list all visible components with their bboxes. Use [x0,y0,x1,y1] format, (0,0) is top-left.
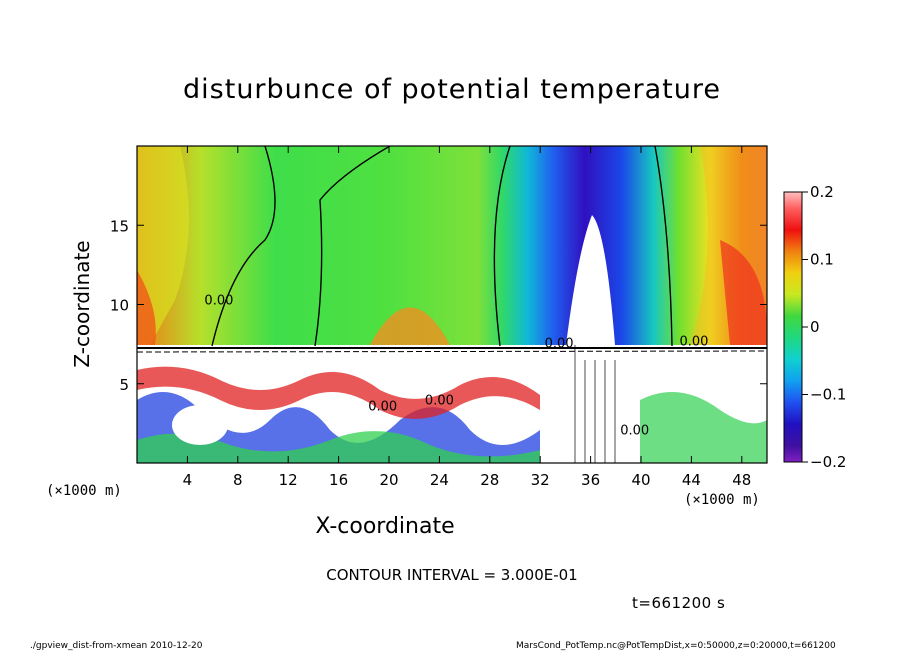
interface-dashed [137,350,767,353]
zero-contour-1 [211,146,276,347]
cold-plume-core [566,215,615,345]
warm-core-right [720,240,767,345]
colorbar [783,191,803,463]
warm-bump-center [370,307,450,345]
y-tick-label: 10 [110,297,129,315]
x-tick-label: 24 [430,471,449,489]
contour-interval: CONTOUR INTERVAL = 3.000E-01 [326,566,578,584]
colorbar-tick-label: −0.2 [810,453,846,471]
x-tick-label: 44 [682,471,701,489]
x-unit-label: (×1000 m) [684,492,760,508]
lower-green-band [137,431,540,463]
x-tick-label: 36 [581,471,600,489]
colorbar-tick-label: 0.1 [810,251,834,269]
y-axis-label: Z-coordinate [70,240,94,368]
footer-left: ./gpview_dist-from-xmean 2010-12-20 [30,641,203,651]
x-axis: 4 8 12 16 20 24 28 32 36 40 44 48 [183,146,751,489]
lower-red-band [137,366,540,419]
x-tick-label: 28 [480,471,499,489]
colorbar-ticks: 0.2 0.1 0 −0.1 −0.2 [802,183,846,471]
contour-labels: 0.00 0.00 0.00 0.00 0.00 0.00 [204,294,708,439]
x-tick-label: 12 [279,471,298,489]
y-tick-label: 15 [110,217,129,235]
lower-white-eddy [172,405,228,445]
lower-right-green [640,392,767,463]
contour-label: 0.00 [679,335,708,350]
footer-right: MarsCond_PotTemp.nc@PotTempDist,x=0:5000… [516,641,836,651]
x-tick-label: 32 [531,471,550,489]
x-tick-label: 40 [631,471,650,489]
colorbar-tick-label: 0.2 [810,183,834,201]
time-label: t=661200 s [632,594,726,612]
chart-title: disturbunce of potential temperature [183,74,721,105]
plume-contours [574,345,616,463]
zero-contour-2 [314,146,391,347]
zero-contour-4 [654,146,673,347]
contour-label: 0.00 [620,423,649,438]
contour-label: 0.00 [425,393,454,408]
field-layer [137,146,767,463]
colorbar-tick-label: 0 [810,318,820,336]
x-tick-label: 48 [732,471,751,489]
y-axis: 5 10 15 [110,217,767,394]
x-axis-label: X-coordinate [315,514,455,539]
warm-region-left [137,146,189,345]
x-tick-label: 16 [329,471,348,489]
x-tick-label: 4 [183,471,193,489]
y-tick-label: 5 [119,376,129,394]
contour-label: 0.00 [368,400,397,415]
x-tick-label: 8 [233,471,243,489]
contour-label: 0.00 [545,336,574,351]
x-tick-label: 20 [379,471,398,489]
colorbar-tick-label: −0.1 [810,386,846,404]
zero-contour-3 [493,146,511,347]
warm-core-left [137,270,156,345]
y-unit-label: (×1000 m) [46,483,122,499]
contour-label: 0.00 [204,294,233,309]
